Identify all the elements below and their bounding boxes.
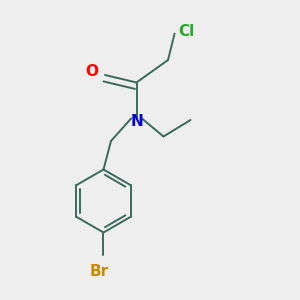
Text: O: O — [85, 64, 98, 80]
Text: N: N — [130, 114, 143, 129]
Text: Cl: Cl — [178, 24, 194, 39]
Text: Br: Br — [89, 264, 109, 279]
